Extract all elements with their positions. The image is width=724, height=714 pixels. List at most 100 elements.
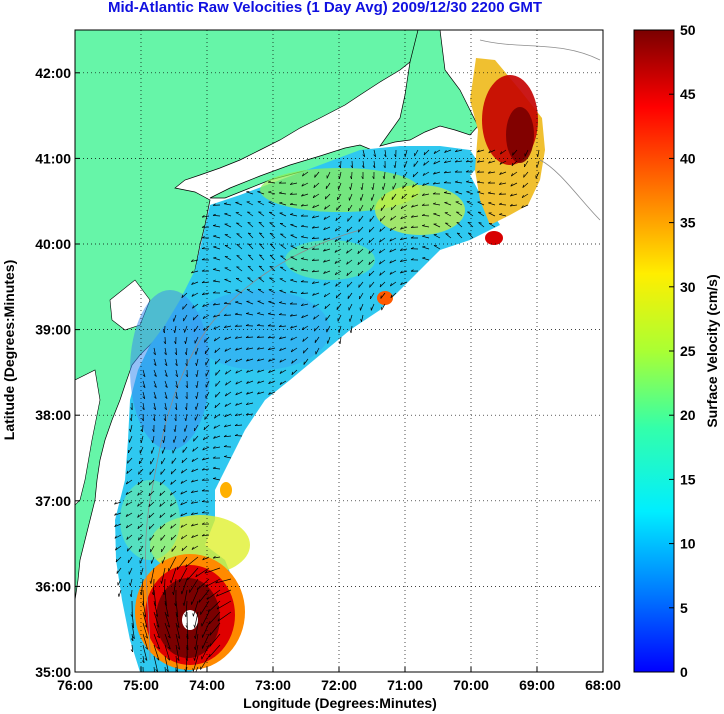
- velocity-vector: [391, 193, 397, 200]
- velocity-vector: [373, 160, 376, 168]
- y-tick-label: 41:00: [35, 150, 71, 166]
- velocity-vector: [114, 523, 122, 528]
- velocity-vector-head: [126, 536, 129, 540]
- velocity-vector: [224, 234, 232, 239]
- velocity-vector: [404, 149, 408, 157]
- velocity-vector: [202, 457, 210, 461]
- velocity-vector-head: [290, 213, 294, 215]
- velocity-vector-head: [362, 154, 366, 158]
- velocity-vector: [182, 303, 188, 310]
- velocity-vector-head: [498, 182, 502, 185]
- velocity-vector: [159, 479, 166, 486]
- velocity-vector: [161, 457, 166, 465]
- velocity-vector-head: [142, 396, 146, 400]
- velocity-vector-head: [256, 347, 260, 350]
- velocity-vector: [537, 149, 540, 157]
- velocity-vector-head: [164, 385, 168, 388]
- velocity-vector-head: [206, 596, 209, 600]
- velocity-vector-head: [410, 258, 414, 261]
- velocity-vector-head: [201, 467, 205, 471]
- velocity-vector: [236, 233, 243, 239]
- velocity-vector: [114, 512, 122, 516]
- velocity-vector-head: [159, 492, 162, 496]
- velocity-vector: [402, 182, 408, 189]
- velocity-vector: [423, 160, 430, 166]
- velocity-vector-head: [148, 492, 151, 496]
- velocity-vector: [257, 288, 265, 294]
- velocity-vector-head: [268, 312, 272, 315]
- velocity-vector-head: [511, 162, 514, 166]
- velocity-vector-head: [187, 577, 189, 581]
- velocity-vector-head: [236, 255, 240, 257]
- velocity-vector-head: [313, 316, 316, 320]
- velocity-vector-head: [235, 301, 239, 303]
- velocity-vector: [258, 265, 265, 272]
- velocity-vector: [162, 556, 166, 564]
- velocity-vector: [126, 479, 133, 485]
- velocity-vector: [150, 457, 155, 465]
- velocity-vector: [214, 413, 221, 419]
- velocity-vector-head: [361, 165, 365, 169]
- velocity-vector: [191, 523, 199, 527]
- velocity-vector: [160, 534, 166, 541]
- velocity-vector-head: [212, 279, 216, 282]
- velocity-vector: [195, 567, 210, 578]
- velocity-vector-head: [125, 481, 128, 485]
- velocity-vector-head: [368, 239, 371, 243]
- velocity-vector-head: [302, 338, 305, 342]
- velocity-vector-head: [360, 186, 363, 191]
- velocity-vector: [433, 223, 441, 228]
- velocity-vector: [499, 182, 507, 185]
- velocity-vector-head: [148, 482, 151, 486]
- velocity-vector: [163, 435, 166, 443]
- velocity-vector: [142, 611, 148, 628]
- velocity-vector-head: [289, 290, 294, 293]
- velocity-vector-head: [247, 222, 251, 224]
- velocity-vector: [192, 303, 199, 309]
- velocity-vector-head: [167, 646, 171, 650]
- velocity-vector-head: [268, 358, 271, 362]
- velocity-vector: [148, 490, 155, 497]
- velocity-vector: [422, 182, 430, 186]
- velocity-vector-head: [148, 514, 151, 518]
- velocity-vector-head: [129, 582, 131, 586]
- velocity-vector: [153, 413, 156, 421]
- velocity-vector: [161, 545, 166, 553]
- velocity-vector: [126, 534, 133, 540]
- velocity-vector: [179, 567, 188, 583]
- velocity-vector: [194, 336, 199, 344]
- velocity-vector: [194, 413, 199, 421]
- velocity-vector-head: [259, 254, 263, 257]
- velocity-vector: [153, 578, 155, 596]
- velocity-vector: [128, 567, 133, 575]
- velocity-vector-head: [357, 261, 360, 265]
- colorbar-tick-label: 10: [680, 536, 696, 552]
- velocity-vector-head: [159, 514, 162, 518]
- velocity-vector: [390, 215, 397, 221]
- velocity-vector: [137, 512, 144, 518]
- velocity-vector: [390, 292, 397, 299]
- velocity-vector: [213, 246, 221, 250]
- velocity-vector-head: [191, 523, 194, 527]
- velocity-vector: [200, 655, 210, 670]
- velocity-vector: [153, 347, 156, 355]
- velocity-vector-head: [170, 514, 172, 518]
- velocity-vector-head: [370, 197, 373, 201]
- velocity-vector: [380, 204, 386, 212]
- velocity-vector: [389, 270, 397, 275]
- velocity-vector-head: [311, 281, 315, 284]
- velocity-vector: [117, 578, 122, 586]
- velocity-vector: [173, 435, 177, 443]
- velocity-vector: [290, 214, 298, 217]
- velocity-vector-head: [145, 635, 148, 639]
- velocity-vector-head: [157, 646, 160, 650]
- velocity-vector-head: [372, 165, 376, 169]
- velocity-vector-head: [279, 336, 282, 340]
- velocity-vector-head: [278, 191, 282, 194]
- velocity-vector-head: [132, 636, 135, 640]
- velocity-vector: [235, 202, 243, 206]
- hotspot-nantucket-core: [506, 107, 534, 163]
- velocity-vector: [279, 380, 287, 385]
- velocity-vector-head: [213, 235, 217, 237]
- velocity-vector: [258, 221, 265, 228]
